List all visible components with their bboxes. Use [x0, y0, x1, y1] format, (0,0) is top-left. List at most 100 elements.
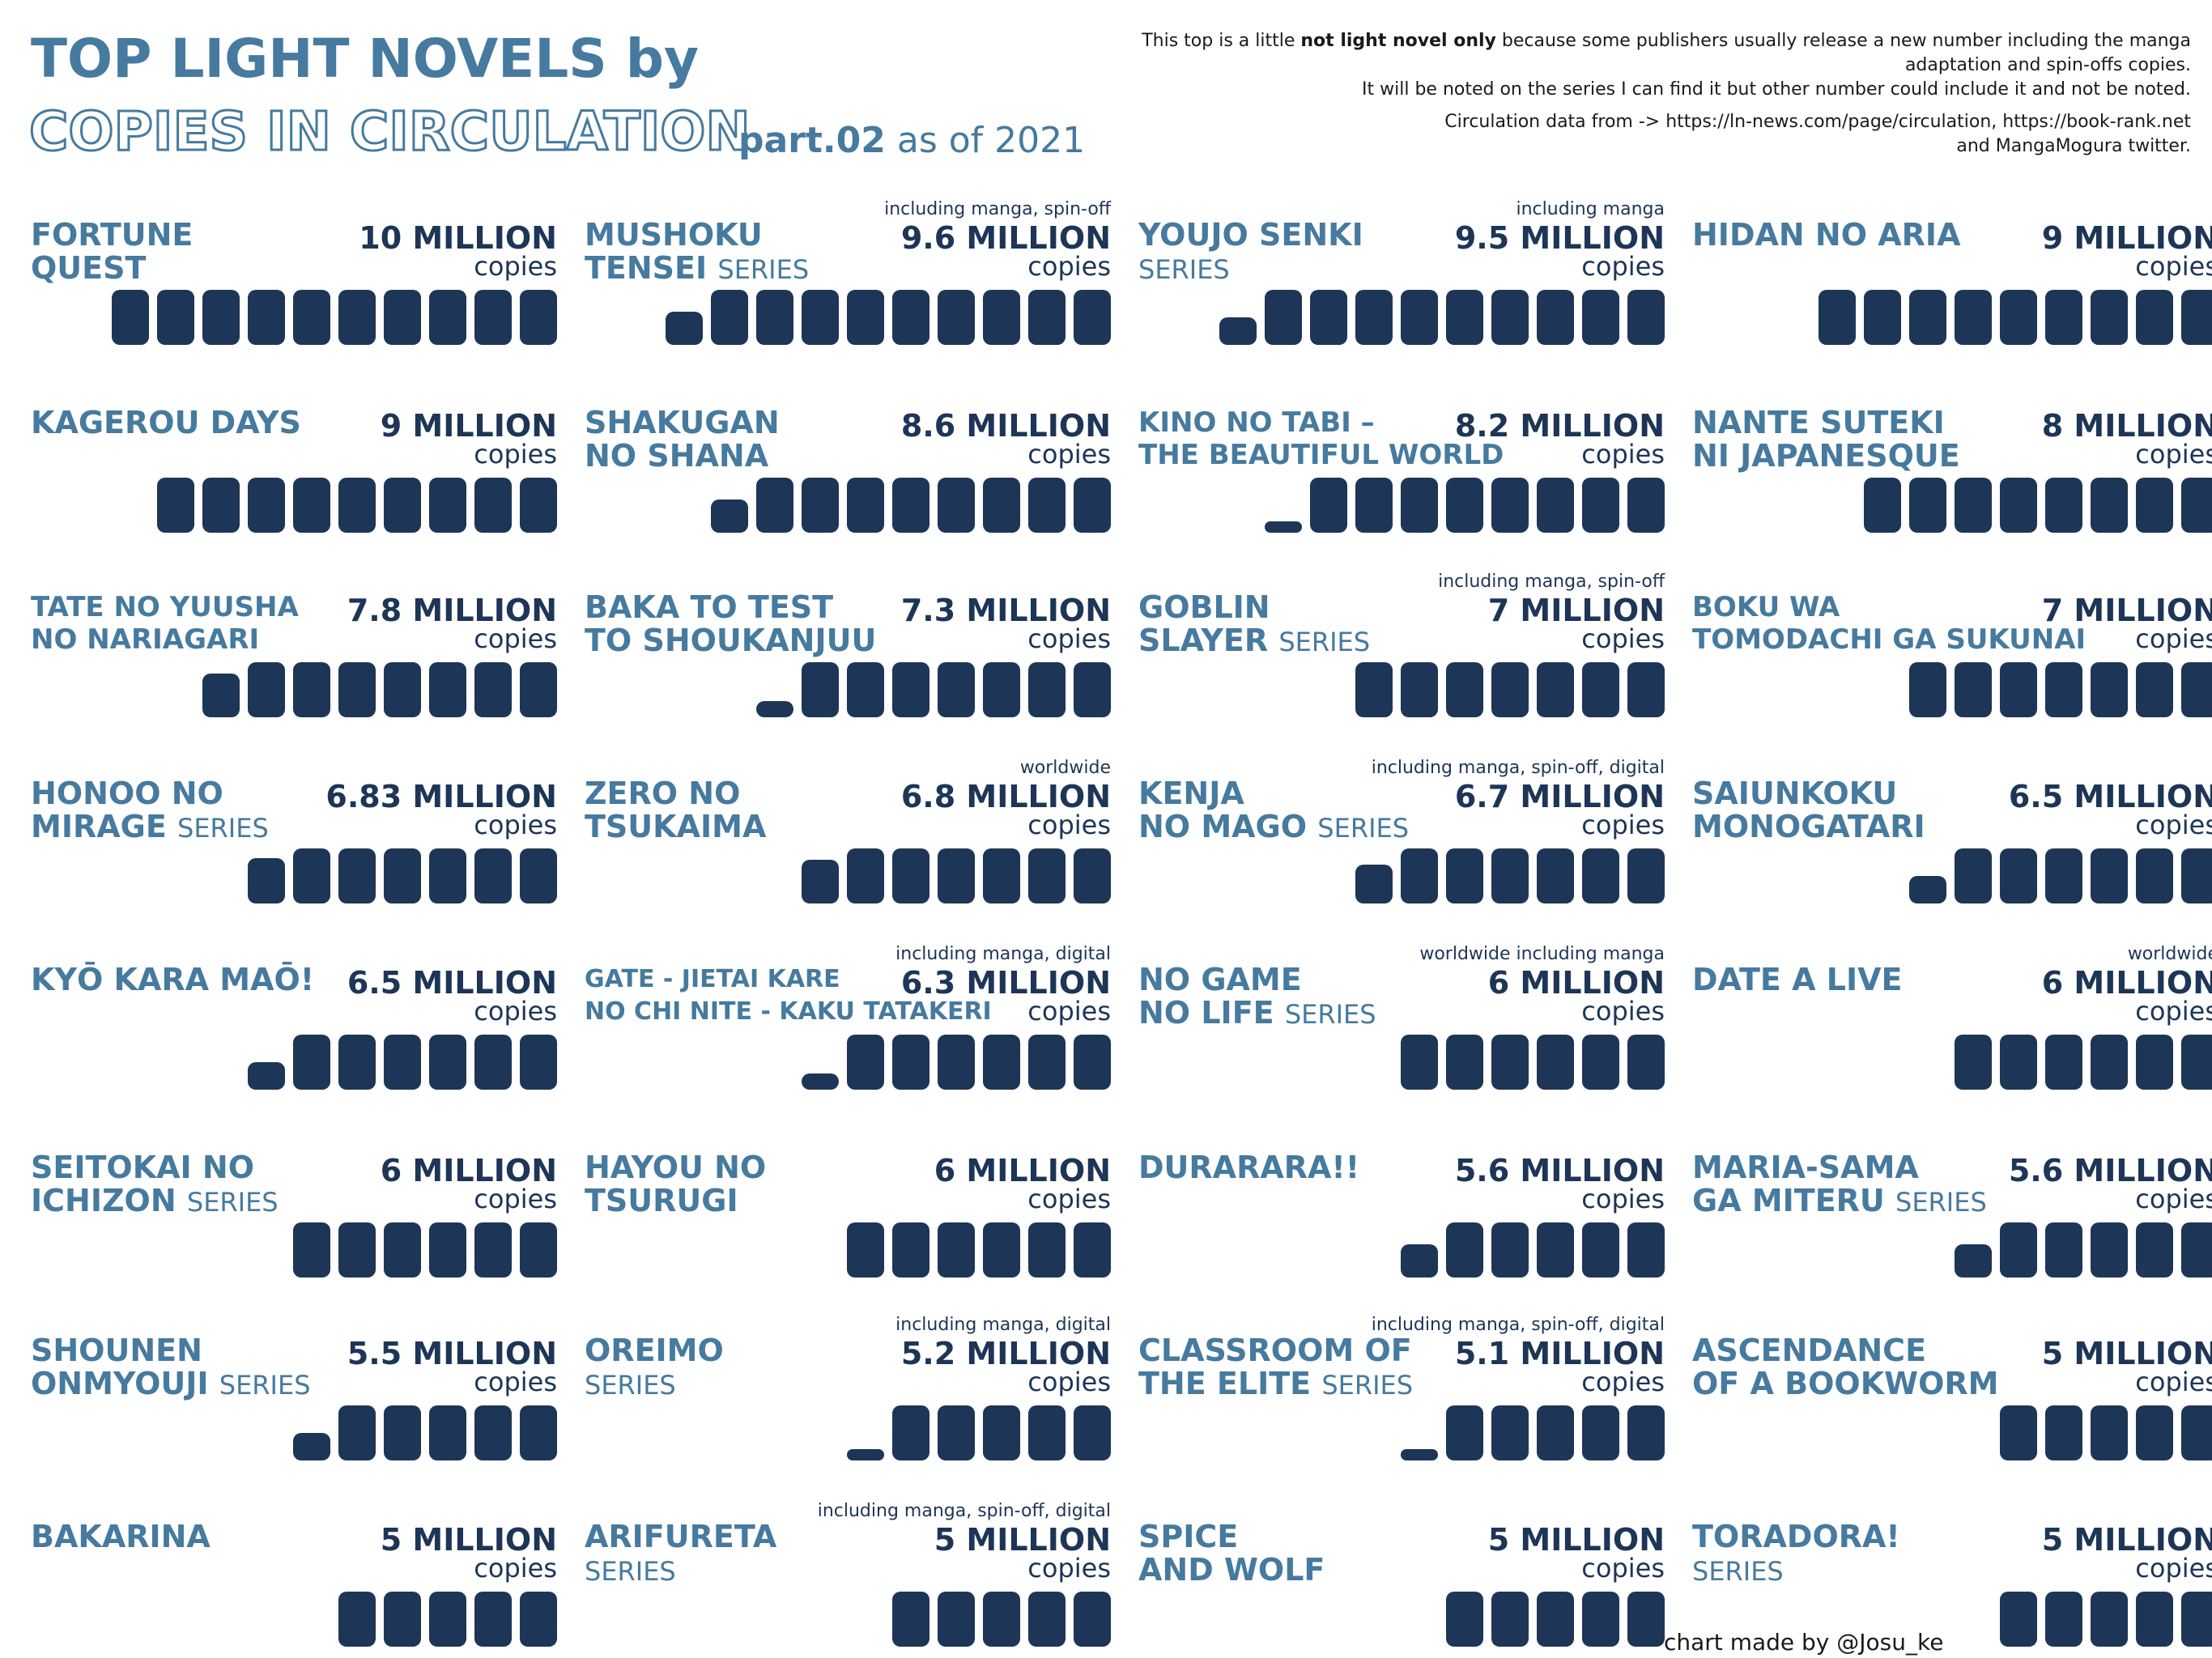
million-block — [429, 1592, 466, 1647]
million-block — [1537, 478, 1574, 533]
block-bar — [585, 1222, 1111, 1278]
million-block — [2181, 478, 2212, 533]
million-block — [1401, 290, 1438, 345]
million-block — [293, 1035, 330, 1090]
series-name: KINO NO TABI – THE BEAUTIFUL WORLD — [1138, 406, 1504, 471]
series-name-line: MUSHOKU — [585, 219, 809, 252]
million-block — [1955, 478, 1992, 533]
million-block — [756, 290, 793, 345]
note-line3: It will be noted on the series I can fin… — [1362, 79, 2191, 100]
block-bar — [1692, 1222, 2212, 1278]
partial-block — [802, 1073, 839, 1090]
series-name-line: NO GAME — [1138, 963, 1376, 997]
million-block — [1537, 290, 1574, 345]
million-block — [202, 478, 240, 533]
million-block — [892, 290, 929, 345]
million-block — [2136, 848, 2173, 903]
series-name-text: TSURUGI — [585, 1183, 738, 1218]
million-block — [2045, 1405, 2082, 1460]
series-name-text: NO GAME — [1138, 962, 1302, 997]
disclaimer-note: This top is a little not light novel onl… — [1057, 29, 2191, 102]
chart-card: YOUJO SENKI SERIES including manga 9.5 MILL… — [1138, 194, 1665, 356]
chart-card: KENJA NO MAGO SERIES including manga, spin… — [1138, 753, 1665, 915]
million-block — [1491, 1035, 1529, 1090]
chart-title-line2: COPIES IN CIRCULATION — [28, 100, 752, 164]
value-label: 6 MILLION — [1487, 965, 1665, 1001]
unit-label: copies — [474, 996, 557, 1027]
series-name-text: ICHIZON — [31, 1183, 177, 1218]
circulation-note: including manga, spin-off, digital — [1371, 758, 1665, 778]
chart-card: ARIFURETA SERIES including manga, spin-off… — [585, 1496, 1111, 1658]
million-block — [429, 1035, 466, 1090]
series-name-text: KAGEROU DAYS — [31, 405, 301, 440]
series-name-line: SAIUNKOKU — [1692, 777, 1925, 810]
source-note: Circulation data from -> https://ln-news… — [1057, 110, 2191, 159]
value-label: 6.5 MILLION — [2008, 779, 2212, 814]
million-block — [1627, 848, 1665, 903]
block-bar — [1138, 1222, 1665, 1278]
series-name-line: SHOUNEN — [31, 1334, 311, 1367]
block-bar — [1692, 290, 2212, 345]
million-block — [2000, 662, 2037, 717]
million-block — [892, 1405, 929, 1460]
million-block — [429, 848, 466, 903]
chart-card: TATE NO YUUSHA NO NARIAGARI 7.8 MILLION cop… — [31, 567, 557, 729]
circulation-note: including manga, spin-off, digital — [1371, 1315, 1665, 1335]
block-bar — [585, 290, 1111, 345]
series-name-line: BAKA TO TEST — [585, 591, 876, 624]
million-block — [1446, 1592, 1483, 1647]
chart-card: BOKU WA TOMODACHI GA SUKUNAI 7 MILLION copi… — [1692, 567, 2212, 729]
million-block — [384, 848, 421, 903]
unit-label: copies — [1581, 1184, 1665, 1214]
million-block — [248, 478, 285, 533]
million-block — [938, 478, 975, 533]
series-name-line: GOBLIN — [1138, 591, 1370, 624]
series-name: ASCENDANCE OF A BOOKWORM — [1692, 1334, 1998, 1401]
chart-card: SPICE AND WOLF 5 MILLION copies — [1138, 1496, 1665, 1658]
series-name-line: NO LIFE SERIES — [1138, 997, 1376, 1031]
unit-label: copies — [1581, 1553, 1665, 1584]
million-block — [2181, 1222, 2212, 1278]
series-name-line: THE ELITE SERIES — [1138, 1367, 1413, 1402]
million-block — [983, 1405, 1020, 1460]
unit-label: copies — [1581, 623, 1665, 654]
million-block — [338, 290, 376, 345]
value-label: 10 MILLION — [359, 220, 557, 256]
million-block — [2181, 848, 2212, 903]
million-block — [847, 1035, 884, 1090]
million-block — [2000, 1405, 2037, 1460]
million-block — [2045, 290, 2082, 345]
million-block — [802, 662, 839, 717]
million-block — [1028, 478, 1066, 533]
million-block — [2091, 478, 2128, 533]
million-block — [1864, 478, 1901, 533]
partial-block — [1401, 1449, 1438, 1460]
series-name-line: MIRAGE SERIES — [31, 810, 269, 845]
million-block — [1028, 1035, 1066, 1090]
million-block — [1028, 290, 1066, 345]
chart-card: TORADORA! SERIES 5 MILLION copies — [1692, 1496, 2212, 1658]
chart-card: SHOUNEN ONMYOUJI SERIES 5.5 MILLION copies — [31, 1310, 557, 1472]
series-name-text: TOMODACHI GA SUKUNAI — [1692, 623, 2087, 656]
unit-label: copies — [474, 251, 557, 282]
million-block — [2181, 662, 2212, 717]
value-label: 8.2 MILLION — [1454, 408, 1665, 444]
million-block — [2181, 1592, 2212, 1647]
million-block — [1355, 662, 1393, 717]
block-bar — [1692, 478, 2212, 533]
million-block — [847, 290, 884, 345]
series-name-text: AND WOLF — [1138, 1552, 1325, 1588]
block-bar — [585, 662, 1111, 717]
series-name-line: NO NARIAGARI — [31, 623, 299, 656]
million-block — [248, 662, 285, 717]
series-name-line: SHAKUGAN — [585, 406, 780, 440]
chart-subtitle: part.02 as of 2021 — [738, 120, 1085, 161]
million-block — [1491, 662, 1529, 717]
chart-card: SHAKUGAN NO SHANA 8.6 MILLION copies — [585, 382, 1111, 544]
series-name-line: TORADORA! — [1692, 1520, 1900, 1554]
series-name-text: BAKA TO TEST — [585, 589, 834, 625]
million-block — [2091, 290, 2128, 345]
unit-label: copies — [2135, 439, 2212, 470]
series-name-line: NI JAPANESQUE — [1692, 440, 1960, 473]
series-name-line: AND WOLF — [1138, 1554, 1325, 1587]
